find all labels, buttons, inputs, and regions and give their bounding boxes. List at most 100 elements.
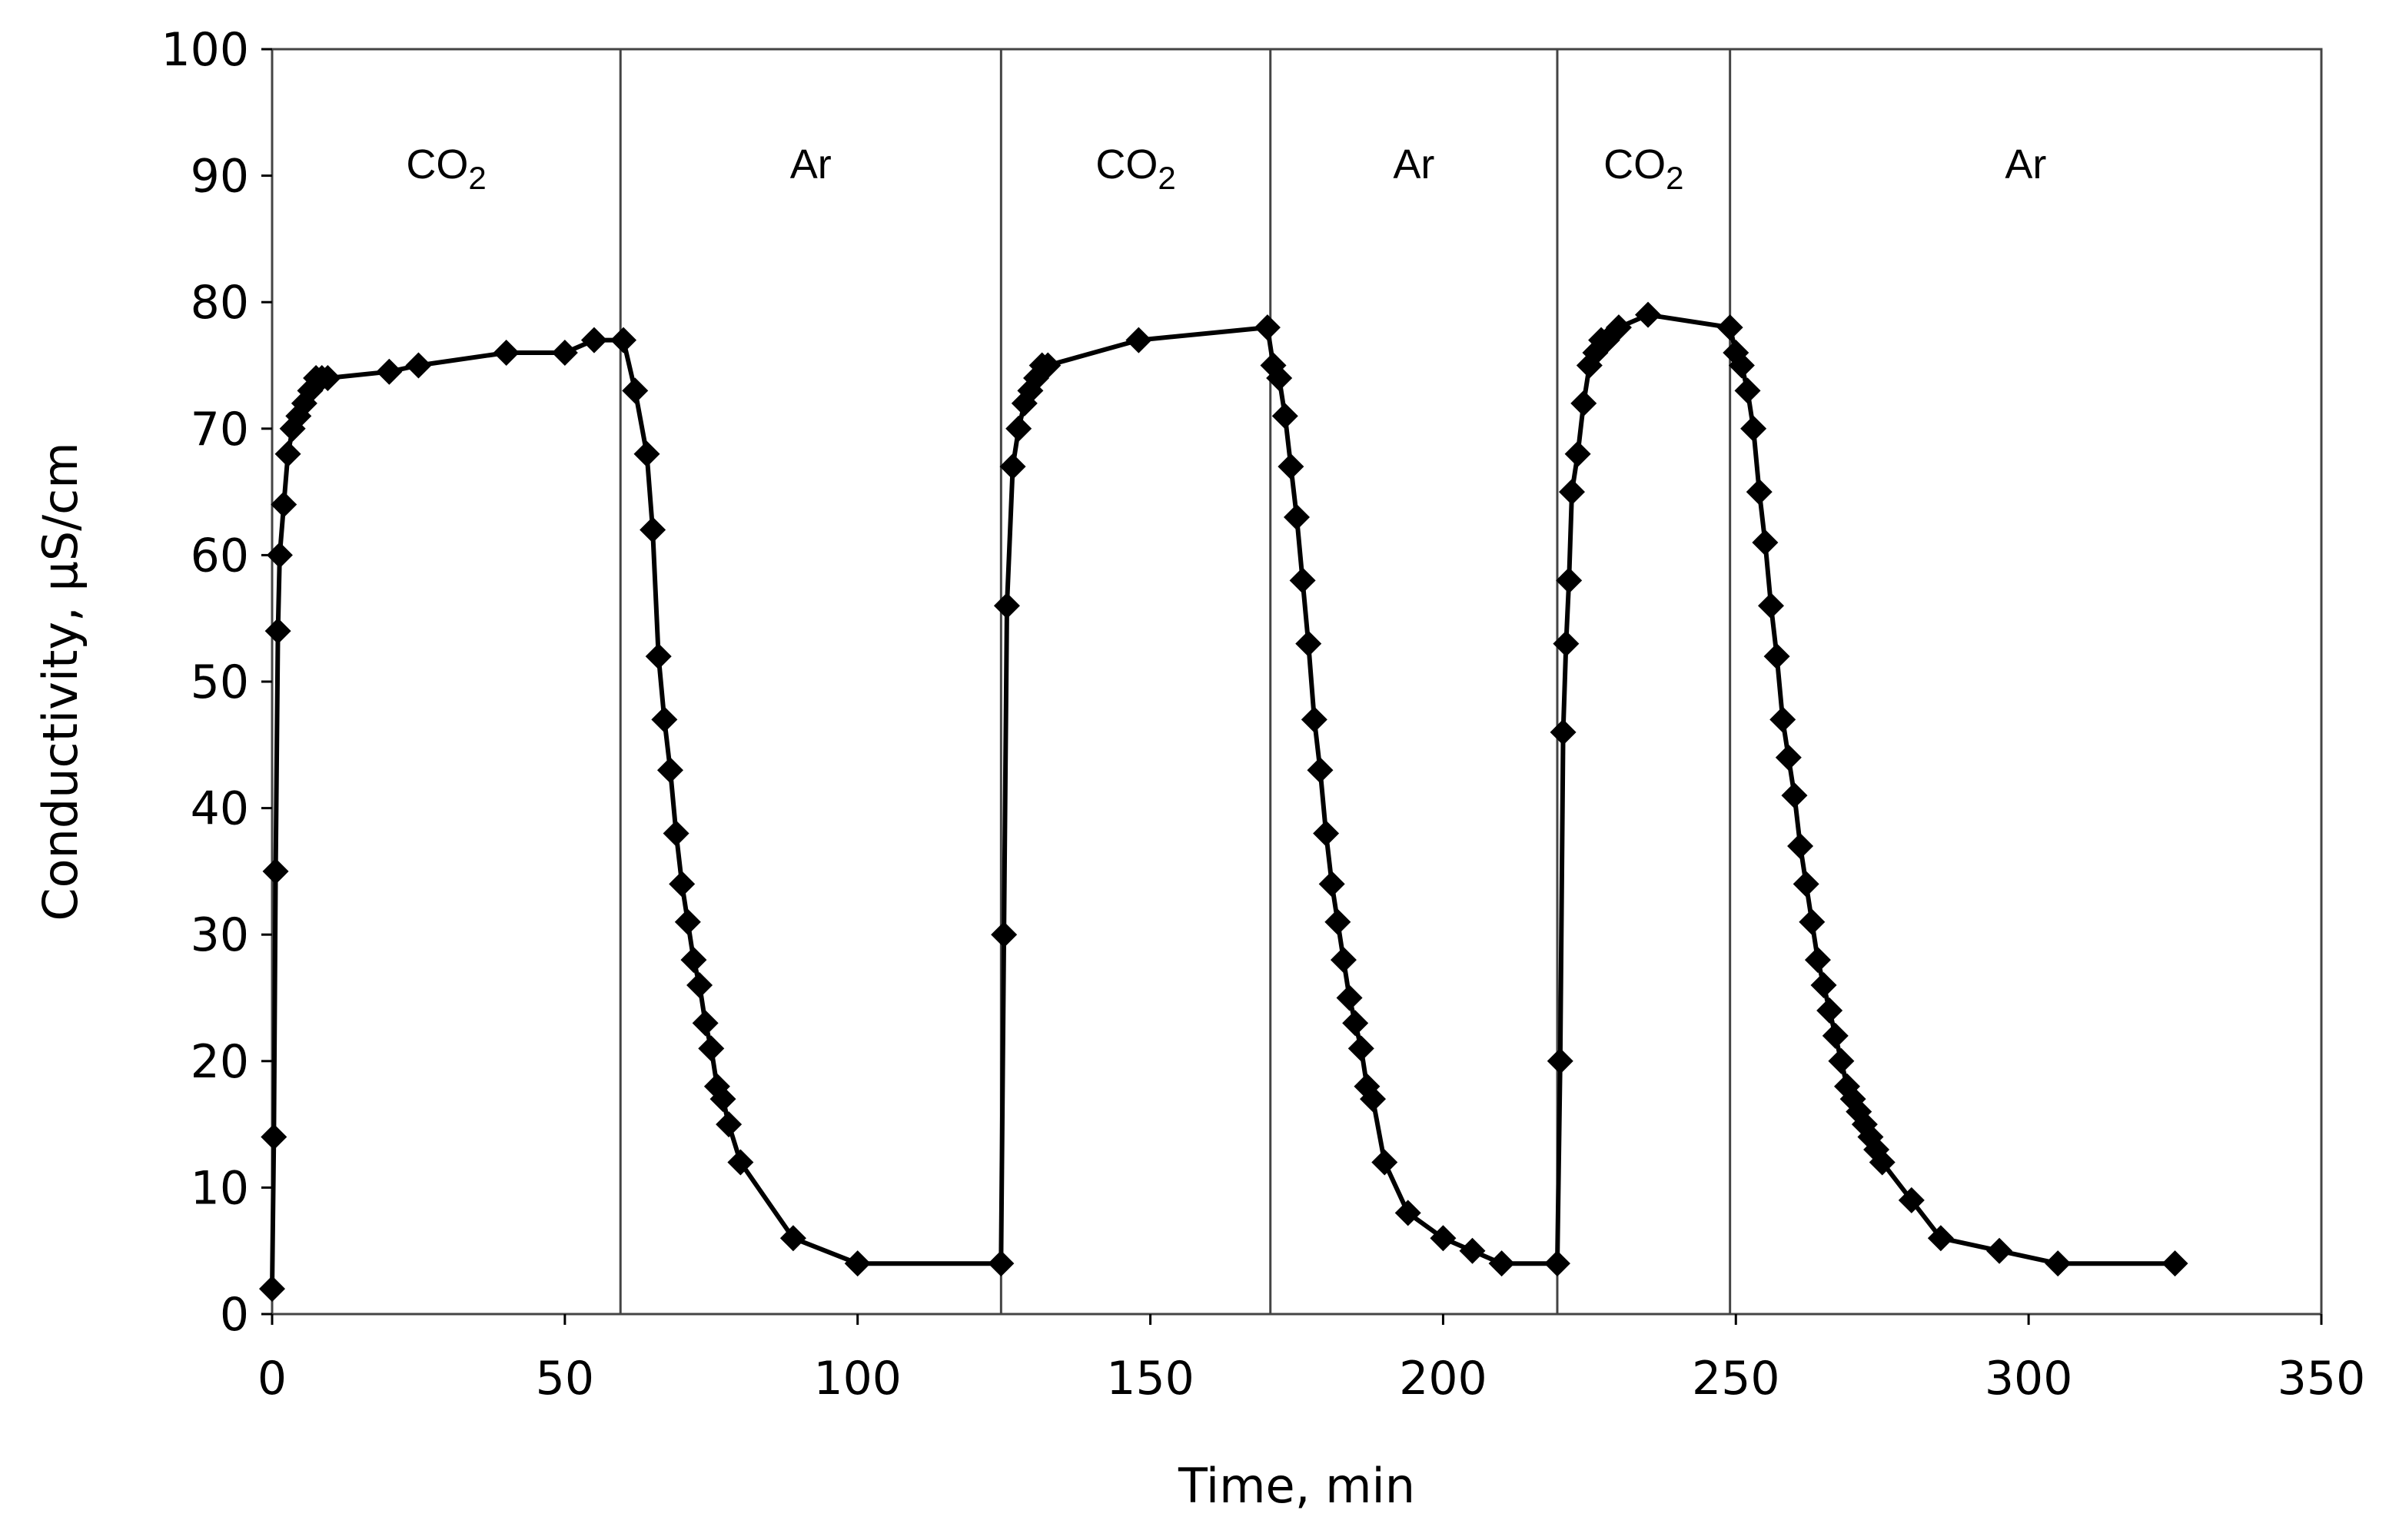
data-point [1301,706,1327,733]
data-point [1324,908,1351,935]
data-point [1927,1225,1954,1252]
data-point [1810,972,1837,999]
data-point [1266,364,1293,391]
data-point [1005,415,1032,442]
data-point [1459,1237,1486,1264]
data-point [669,871,696,898]
region-label-4: Ar [1393,141,1434,188]
x-tick-label: 150 [1106,1352,1194,1406]
x-tick-label: 0 [258,1352,287,1406]
y-tick-label: 30 [191,908,249,962]
data-point [271,491,297,518]
data-point [2161,1250,2188,1277]
data-point [1740,415,1767,442]
region-label-3: CO2 [1095,141,1175,196]
data-point [1556,567,1583,594]
data-point [1757,592,1784,619]
data-point [1793,871,1819,898]
data-point [1828,1047,1855,1074]
data-point [1799,908,1826,935]
data-point [1430,1225,1457,1252]
data-point [1254,314,1281,341]
data-point [680,947,707,974]
data-point [991,921,1018,948]
data-point [1278,453,1304,480]
x-tick-label: 300 [1985,1352,2073,1406]
data-point [686,972,713,999]
data-point [1564,440,1591,467]
data-point [1371,1149,1398,1176]
data-point [1752,529,1779,556]
data-point [622,377,649,404]
data-point [1336,984,1363,1011]
data-point [1125,327,1152,353]
data-point [1559,479,1586,506]
data-point [1986,1237,2013,1264]
data-point [2045,1250,2072,1277]
data-point [1716,314,1743,341]
x-tick-label: 100 [813,1352,902,1406]
data-point [1295,630,1322,657]
data-point [698,1035,725,1062]
x-tick-label: 350 [2278,1352,2366,1406]
data-point [709,1086,736,1113]
data-point [1804,947,1831,974]
gas-region-labels: CO2 Ar CO2 Ar CO2 Ar [406,141,2046,196]
y-tick-label: 70 [191,403,249,456]
data-point [1775,744,1802,771]
data-point [651,706,678,733]
data-point [656,757,683,784]
y-axis: 0 10 20 30 40 50 60 70 80 90 100 [161,23,272,1342]
x-tick-label: 200 [1399,1352,1487,1406]
data-point [1307,757,1334,784]
data-point [262,858,289,885]
data-point [1746,479,1773,506]
data-point [493,340,520,367]
region-label-1: CO2 [406,141,486,196]
data-point [1605,314,1632,341]
y-axis-title: Conductivity, μS/cm [32,442,88,921]
data-point [1570,390,1597,417]
data-point [1553,630,1580,657]
region-label-2: Ar [790,141,832,188]
data-point [1728,352,1755,379]
data-point [674,908,701,935]
data-point [1781,782,1808,809]
y-tick-label: 40 [191,782,249,836]
x-tick-label: 50 [536,1352,594,1406]
data-point [993,592,1020,619]
data-point [1816,997,1843,1024]
y-tick-label: 60 [191,529,249,582]
data-point [610,327,637,353]
y-tick-label: 100 [161,23,249,77]
data-point [1360,1086,1387,1113]
data-point [1869,1149,1896,1176]
data-point [1734,377,1761,404]
data-point [1035,352,1062,379]
data-point [663,820,689,847]
data-point [274,440,301,467]
data-point [645,643,672,670]
data-point [266,542,293,569]
data-point [999,453,1026,480]
data-point [692,1010,719,1037]
data-point [1330,947,1357,974]
data-point [261,1123,287,1150]
data-series [259,301,2188,1303]
data-point [1822,1022,1849,1049]
data-point [580,327,607,353]
data-point [1763,643,1790,670]
data-point [844,1250,871,1277]
data-point [1769,706,1796,733]
data-point [1550,719,1577,745]
data-point [1394,1200,1421,1226]
data-point [1318,871,1345,898]
y-tick-label: 90 [191,150,249,204]
data-point [1488,1250,1515,1277]
data-point [1289,567,1316,594]
x-axis: 0 50 100 150 200 250 300 350 [258,1314,2365,1406]
data-point [633,440,660,467]
data-point [1271,403,1298,430]
